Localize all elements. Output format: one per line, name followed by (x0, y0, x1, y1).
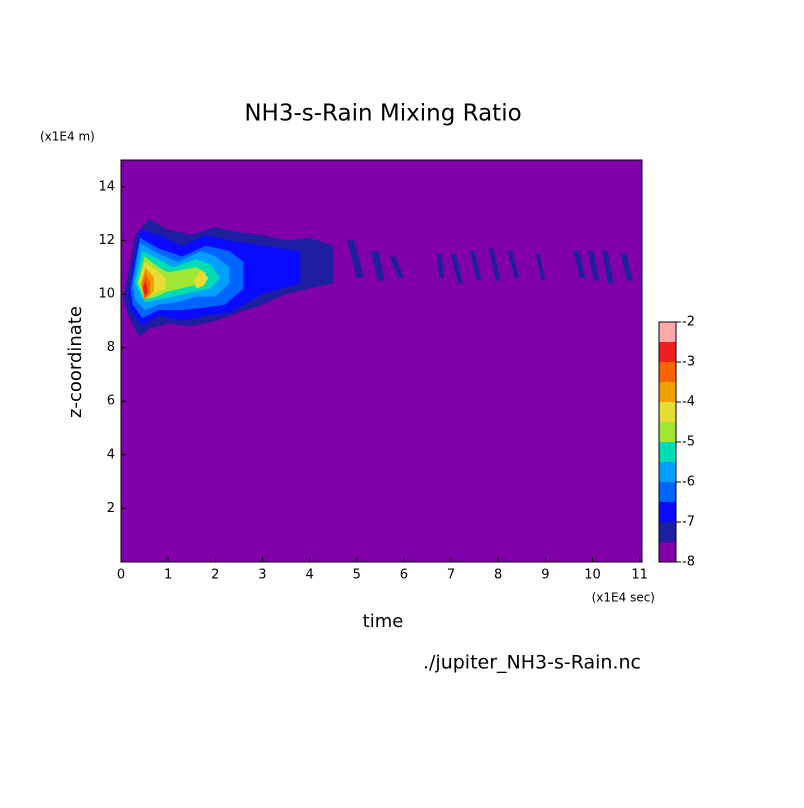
x-unit: (x1E4 sec) (592, 591, 655, 605)
x-tick-label: 2 (211, 568, 219, 583)
contour-region (451, 253, 463, 284)
contour-region (535, 253, 546, 281)
y-tick-label: 8 (107, 340, 115, 355)
colorbar-swatch (659, 342, 676, 362)
colorbar-swatch (659, 482, 676, 502)
x-tick-label: 5 (353, 568, 361, 583)
contour-region (194, 269, 209, 289)
x-tick-label: 3 (258, 568, 266, 583)
x-tick-label: 11 (631, 568, 648, 583)
chart-title: NH3-s-Rain Mixing Ratio (244, 101, 521, 127)
colorbar-swatch (659, 522, 676, 542)
y-tick-label: 12 (98, 233, 115, 248)
colorbar-tick-label: -4 (682, 395, 695, 410)
colorbar-swatch (659, 502, 676, 522)
x-tick-label: 9 (541, 568, 549, 583)
y-tick-label: 6 (107, 394, 115, 409)
colorbar-swatch (659, 402, 676, 422)
contour-region (347, 240, 364, 278)
contour-region (436, 253, 444, 278)
contour-region (620, 253, 633, 281)
x-tick-label: 4 (305, 568, 313, 583)
x-tick-label: 6 (400, 568, 408, 583)
colorbar-swatch (659, 442, 676, 462)
x-tick-label: 8 (494, 568, 502, 583)
y-axis-label: z-coordinate (65, 306, 86, 418)
colorbar-tick-label: -8 (682, 555, 695, 570)
colorbar-swatch (659, 542, 676, 562)
y-unit: (x1E4 m) (40, 130, 95, 144)
contour-region (488, 248, 501, 281)
y-tick-label: 10 (98, 287, 115, 302)
x-axis-label: time (363, 611, 404, 632)
colorbar-tick-label: -2 (682, 315, 695, 330)
contour-region (601, 251, 614, 284)
contour-region (142, 280, 148, 297)
contour-region (469, 251, 482, 281)
colorbar-swatch (659, 382, 676, 402)
x-tick-label: 0 (117, 568, 125, 583)
plot-frame (120, 159, 643, 563)
x-tick-label: 10 (584, 568, 601, 583)
contour-region (587, 251, 600, 281)
footnote: ./jupiter_NH3-s-Rain.nc (423, 652, 641, 674)
colorbar-swatch (659, 362, 676, 382)
contour-region (507, 251, 520, 278)
contour-region (370, 251, 386, 281)
colorbar-swatch (659, 422, 676, 442)
colorbar-tick-label: -5 (682, 435, 695, 450)
colorbar-tick-label: -6 (682, 475, 695, 490)
y-tick-label: 14 (98, 179, 115, 194)
x-tick-label: 1 (164, 568, 172, 583)
colorbar-swatch (659, 322, 676, 342)
y-tick-label: 2 (107, 501, 115, 516)
colorbar-swatch (659, 462, 676, 482)
background-field (121, 160, 642, 562)
colorbar-tick-label: -3 (682, 355, 695, 370)
contour-region (389, 256, 404, 278)
x-tick-label: 7 (447, 568, 455, 583)
colorbar-tick-label: -7 (682, 515, 695, 530)
y-tick-label: 4 (107, 447, 115, 462)
contour-region (573, 251, 586, 278)
